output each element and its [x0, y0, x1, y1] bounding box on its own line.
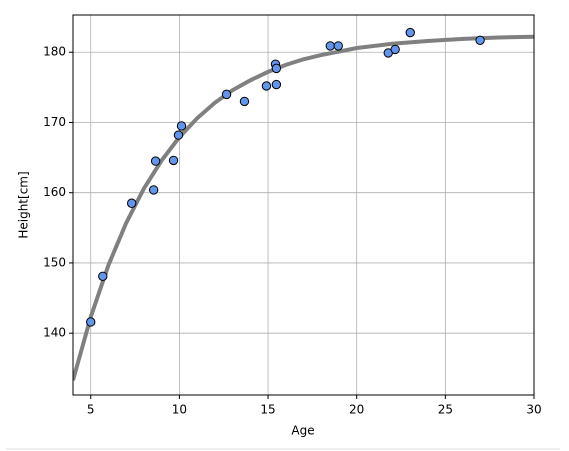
fit-curve — [73, 34, 534, 381]
y-tick-label: 160 — [43, 185, 66, 199]
data-point — [271, 63, 282, 74]
x-tick-label: 30 — [526, 403, 541, 417]
data-point — [261, 81, 272, 91]
data-point — [390, 44, 400, 55]
data-point — [475, 35, 485, 45]
y-axis-label: Height[cm] — [17, 171, 31, 238]
data-point — [150, 156, 161, 166]
data-point — [98, 271, 108, 281]
data-point — [271, 79, 282, 90]
y-tick-label: 150 — [43, 255, 66, 269]
data-point — [173, 130, 184, 140]
x-axis-label: Age — [291, 424, 314, 438]
data-point — [325, 41, 335, 51]
x-tick-label: 15 — [260, 403, 275, 417]
x-tick-label: 5 — [87, 403, 95, 417]
y-tick-label: 140 — [43, 326, 66, 340]
y-tick-label: 170 — [43, 115, 66, 129]
data-point — [126, 198, 137, 208]
data-point — [148, 185, 159, 195]
data-point — [405, 27, 415, 38]
data-point — [239, 96, 250, 107]
data-point — [86, 317, 96, 327]
plot-frame — [72, 14, 535, 396]
x-tick-label: 10 — [172, 403, 187, 417]
y-tick-label: 180 — [43, 45, 66, 59]
data-point — [221, 89, 232, 100]
data-point — [168, 155, 179, 166]
x-tick-label: 20 — [349, 403, 364, 417]
x-tick-label: 25 — [438, 403, 453, 417]
data-point — [176, 121, 187, 131]
data-point — [333, 41, 343, 51]
